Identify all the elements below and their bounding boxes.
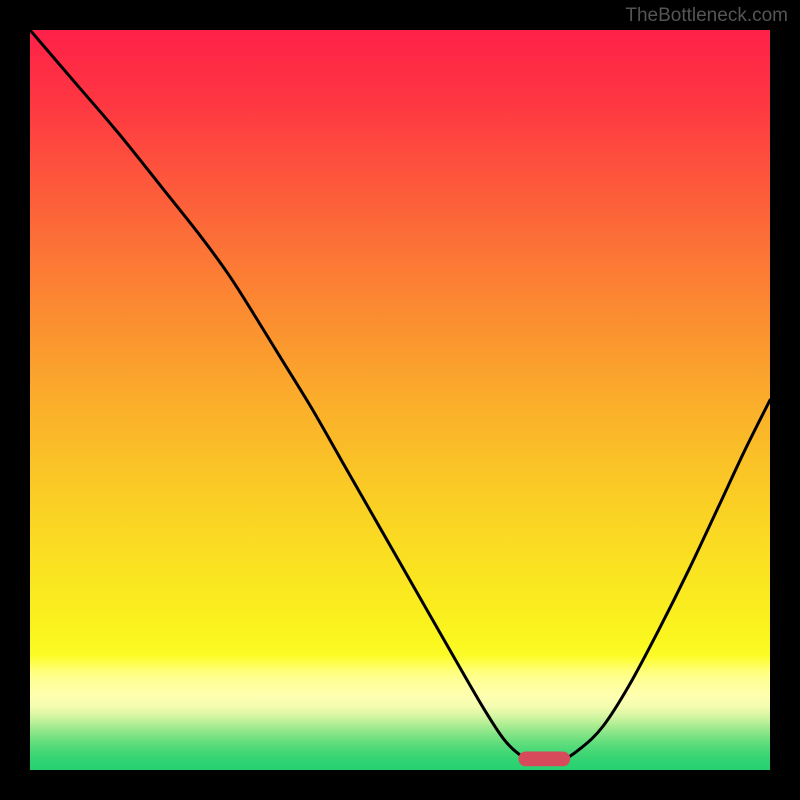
- optimum-marker: [518, 752, 570, 767]
- chart-curve-layer: [30, 30, 770, 770]
- bottleneck-curve: [30, 30, 770, 762]
- watermark-text: TheBottleneck.com: [625, 5, 788, 27]
- chart-plot-area: [30, 30, 770, 770]
